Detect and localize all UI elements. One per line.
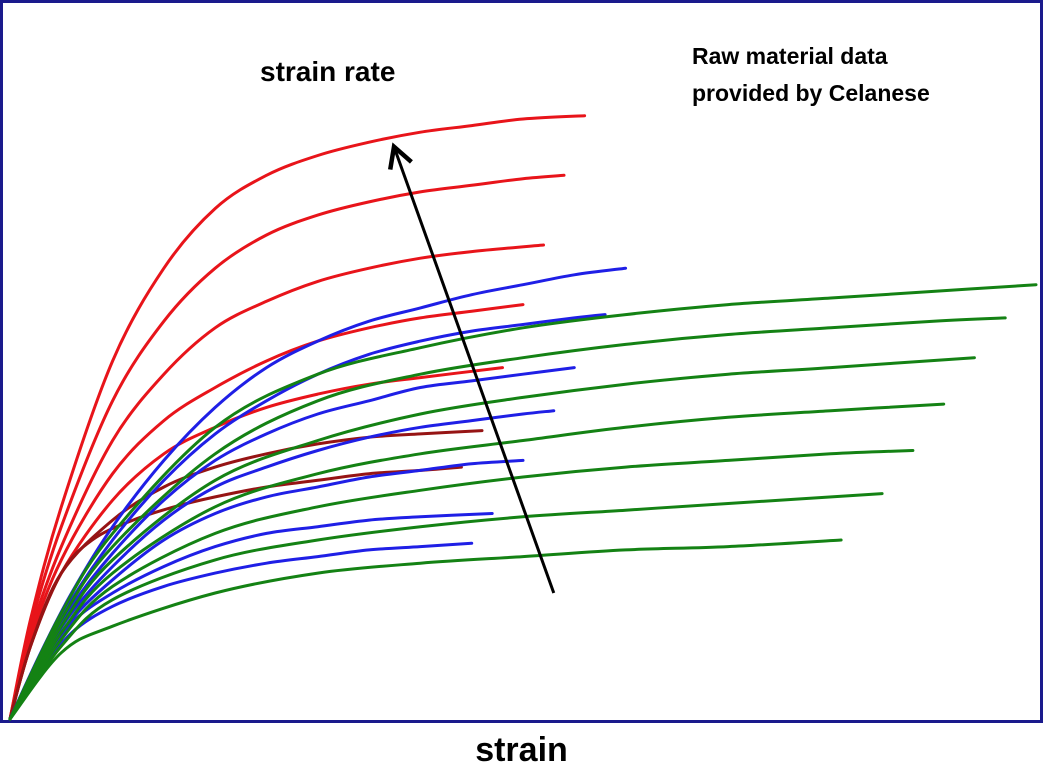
data-source-line-2: provided by Celanese: [692, 80, 930, 106]
series-line-green-15: [8, 316, 1007, 721]
series-line-green-19: [8, 492, 884, 721]
data-source-line-1: Raw material data: [692, 43, 888, 69]
series-line-red-1: [8, 173, 566, 721]
series-line-blue-9: [8, 366, 576, 721]
series-line-green-16: [8, 356, 976, 721]
series-line-red-0: [8, 114, 587, 721]
strain-rate-arrow: [395, 149, 556, 594]
series-line-green-18: [8, 449, 915, 721]
data-source-note: Raw material data provided by Celanese: [692, 38, 930, 112]
series-line-green-20: [8, 538, 843, 721]
series-line-green-14: [8, 283, 1038, 721]
series-layer: [8, 114, 1038, 721]
series-line-red-2: [8, 243, 545, 721]
series-line-red-3: [8, 303, 525, 721]
x-axis-label: strain: [475, 731, 568, 769]
strain-rate-label: strain rate: [260, 56, 396, 87]
series-line-green-17: [8, 402, 946, 721]
